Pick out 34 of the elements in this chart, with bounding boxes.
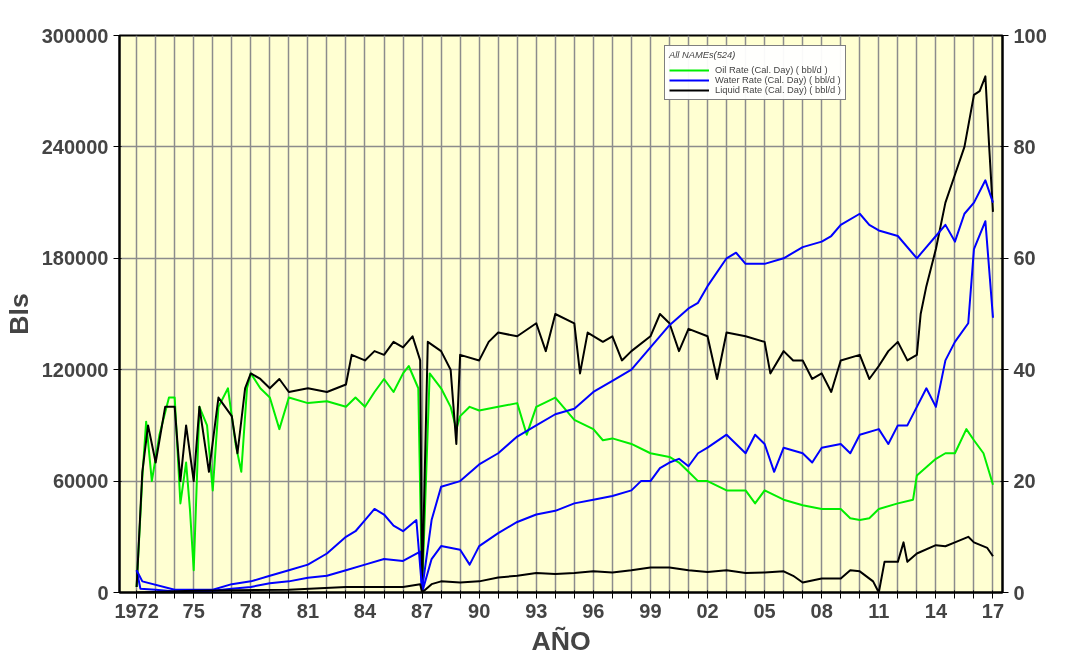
legend-label: Liquid Rate (Cal. Day) ( bbl/d ): [715, 85, 841, 95]
x-tick-label: 17: [981, 599, 1005, 622]
x-tick-label: 99: [639, 599, 662, 622]
x-tick-label: 96: [582, 599, 605, 622]
x-tick-label: 78: [239, 599, 262, 622]
y2-tick-label: 40: [1013, 358, 1036, 381]
legend-title: All NAMEs(524): [669, 50, 737, 60]
y2-tick-label: 0: [1013, 581, 1025, 604]
x-tick-label: 02: [696, 599, 719, 622]
x-tick-label: 87: [410, 599, 434, 622]
y2-tick-label: 100: [1013, 24, 1047, 47]
y-tick-label: 240000: [41, 135, 109, 158]
y-tick-label: 60000: [52, 470, 109, 493]
x-tick-label: 81: [296, 599, 320, 622]
x-tick-label: 90: [468, 599, 491, 622]
x-tick-label: 08: [810, 599, 833, 622]
y-tick-label: 300000: [41, 24, 109, 47]
legend-label: Oil Rate (Cal. Day) ( bbl/d ): [715, 65, 828, 75]
x-tick-label: 1972: [114, 599, 159, 622]
x-tick-label: 84: [353, 599, 377, 622]
x-tick-label: 05: [753, 599, 776, 622]
y2-tick-label: 60: [1013, 247, 1036, 270]
legend-label: Water Rate (Cal. Day) ( bbl/d ): [715, 75, 841, 85]
x-tick-label: 75: [182, 599, 205, 622]
y-tick-label: 120000: [41, 358, 109, 381]
y2-tick-label: 20: [1013, 470, 1036, 493]
y-tick-label: 0: [97, 581, 109, 604]
y2-tick-label: 80: [1013, 135, 1036, 158]
x-tick-label: 14: [924, 599, 948, 622]
y-tick-label: 180000: [41, 247, 109, 270]
x-axis-title: AÑO: [531, 625, 591, 656]
x-tick-label: 93: [525, 599, 548, 622]
x-tick-label: 11: [868, 599, 890, 622]
y-axis-title: Bls: [3, 293, 34, 335]
